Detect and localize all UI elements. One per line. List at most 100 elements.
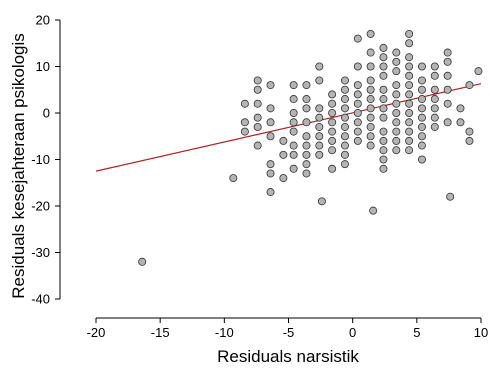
y-tick-label: 0 (43, 106, 50, 121)
data-point (266, 132, 275, 141)
data-point (253, 76, 262, 85)
data-point (302, 132, 311, 141)
data-point (366, 76, 375, 85)
x-tick-label: 10 (474, 325, 488, 340)
data-point (405, 71, 414, 80)
data-point (456, 118, 465, 127)
data-point (353, 62, 362, 71)
data-point (328, 146, 337, 155)
data-point (465, 127, 474, 136)
data-point (302, 169, 311, 178)
data-point (430, 104, 439, 113)
data-point (353, 136, 362, 145)
data-point (405, 127, 414, 136)
y-tick-label: 10 (36, 59, 50, 74)
data-point (417, 122, 426, 131)
data-point (366, 113, 375, 122)
data-point (465, 81, 474, 90)
data-point (315, 113, 324, 122)
data-point (405, 99, 414, 108)
data-point (474, 67, 483, 76)
y-tick-label: 20 (36, 13, 50, 28)
data-point (379, 164, 388, 173)
data-point (366, 122, 375, 131)
regression-line-layer (95, 83, 482, 172)
data-point (229, 174, 238, 183)
data-point (340, 150, 349, 159)
data-point (430, 71, 439, 80)
data-point (366, 132, 375, 141)
data-point (405, 39, 414, 48)
data-point (430, 85, 439, 94)
data-point (240, 118, 249, 127)
data-point (328, 164, 337, 173)
data-point (240, 127, 249, 136)
data-point (289, 141, 298, 150)
data-point (353, 118, 362, 127)
data-point (443, 85, 452, 94)
data-point (289, 95, 298, 104)
data-point (430, 122, 439, 131)
data-point (443, 48, 452, 57)
data-point (392, 127, 401, 136)
data-point (302, 160, 311, 169)
data-point (328, 127, 337, 136)
data-point (379, 113, 388, 122)
data-point (417, 113, 426, 122)
data-point (443, 118, 452, 127)
data-point (279, 150, 288, 159)
data-point (417, 76, 426, 85)
data-point (302, 118, 311, 127)
regression-line (95, 83, 482, 172)
data-point (253, 99, 262, 108)
data-point (353, 34, 362, 43)
data-point (328, 99, 337, 108)
data-point (405, 146, 414, 155)
data-point (392, 67, 401, 76)
data-point (379, 127, 388, 136)
data-point (240, 99, 249, 108)
data-point (392, 48, 401, 57)
data-point (317, 197, 326, 206)
data-point (302, 141, 311, 150)
data-point (289, 81, 298, 90)
data-point (340, 160, 349, 169)
y-tick-label: -30 (31, 245, 50, 260)
data-point (289, 150, 298, 159)
data-point (379, 62, 388, 71)
x-tick-label: -10 (215, 325, 234, 340)
data-point (279, 174, 288, 183)
data-point (138, 257, 147, 266)
data-point (417, 155, 426, 164)
y-axis-title: Residuals kesejahteraan psikologis (9, 33, 28, 299)
data-point (266, 118, 275, 127)
x-tick-label: -5 (283, 325, 295, 340)
data-point (353, 81, 362, 90)
data-point (279, 136, 288, 145)
data-point (340, 85, 349, 94)
data-point (366, 95, 375, 104)
data-point (353, 109, 362, 118)
data-point (379, 71, 388, 80)
data-point (379, 104, 388, 113)
data-point (328, 136, 337, 145)
data-point (289, 164, 298, 173)
data-point (392, 99, 401, 108)
data-point (366, 62, 375, 71)
data-point (353, 127, 362, 136)
data-point (302, 95, 311, 104)
data-point (392, 136, 401, 145)
x-axis-title: Residuals narsistik (217, 347, 359, 366)
data-point (366, 29, 375, 38)
data-point (340, 95, 349, 104)
x-axis-ticks: -20 -15 -10 -5 0 5 10 (87, 318, 488, 340)
y-axis-ticks: -40 -30 -20 -10 0 10 20 (31, 13, 60, 307)
data-point (302, 81, 311, 90)
data-point (405, 109, 414, 118)
data-point (417, 132, 426, 141)
data-point (253, 85, 262, 94)
data-point (465, 136, 474, 145)
data-point (379, 53, 388, 62)
data-point (366, 141, 375, 150)
x-tick-label: -15 (151, 325, 170, 340)
